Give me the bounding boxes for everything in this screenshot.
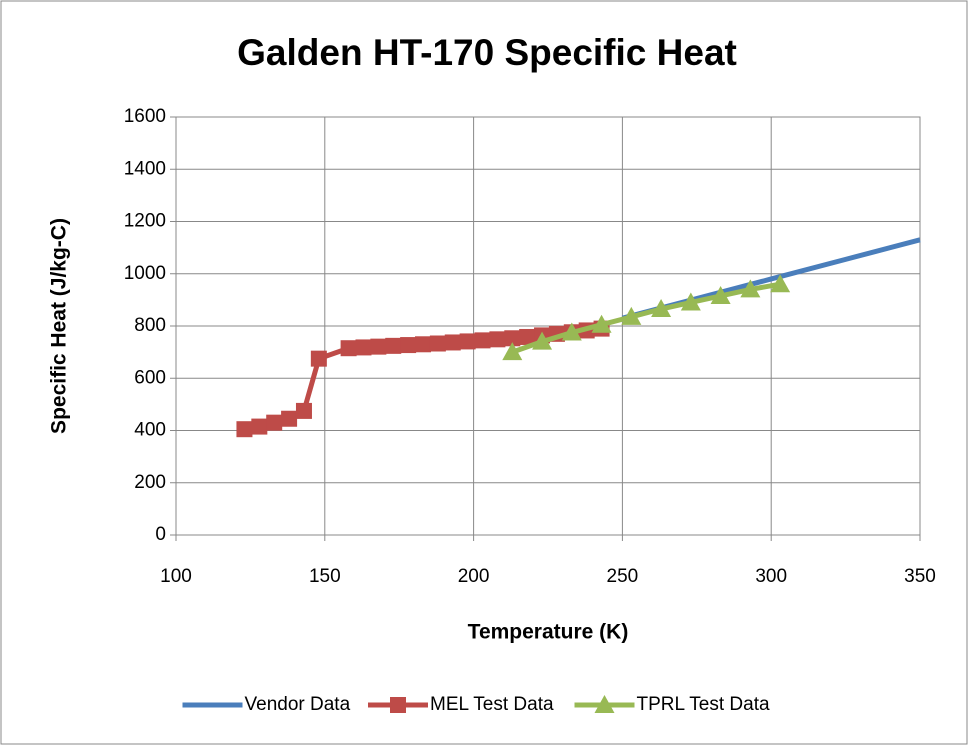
data-point	[651, 299, 672, 318]
data-point	[340, 340, 357, 357]
y-tick-label: 1400	[124, 158, 166, 179]
chart-title: Galden HT-170 Specific Heat	[237, 32, 737, 73]
data-point	[502, 342, 523, 361]
data-point	[489, 331, 506, 348]
legend-label: MEL Test Data	[430, 694, 554, 715]
data-point	[415, 336, 432, 353]
y-tick-label: 400	[134, 420, 166, 441]
data-point	[519, 328, 536, 345]
data-point	[710, 285, 731, 304]
y-tick-label: 200	[134, 472, 166, 493]
data-point	[591, 314, 612, 333]
legend-marker	[594, 695, 615, 713]
data-point	[532, 331, 553, 350]
data-point	[251, 418, 268, 435]
data-point	[310, 350, 327, 367]
x-tick-label: 150	[309, 566, 341, 587]
data-point	[459, 333, 476, 350]
y-tick-label: 800	[134, 315, 166, 336]
data-point	[561, 322, 582, 341]
y-tick-label: 1000	[124, 263, 166, 284]
data-point	[740, 279, 761, 298]
legend-marker	[390, 697, 406, 713]
data-point	[236, 421, 253, 438]
x-tick-label: 300	[755, 566, 787, 587]
x-tick-label: 200	[458, 566, 490, 587]
y-tick-label: 1600	[124, 106, 166, 127]
legend-label: Vendor Data	[245, 694, 351, 715]
y-tick-label: 0	[155, 524, 166, 545]
data-point	[504, 330, 521, 347]
data-point	[400, 337, 417, 354]
series-line	[511, 281, 781, 355]
data-point	[429, 335, 446, 352]
y-axis-title: Specific Heat (J/kg-C)	[48, 218, 71, 434]
data-point	[370, 338, 387, 355]
data-point	[295, 402, 312, 419]
x-tick-label: 350	[904, 566, 936, 587]
x-tick-label: 250	[607, 566, 639, 587]
y-tick-label: 600	[134, 367, 166, 388]
data-point	[621, 306, 642, 325]
y-tick-label: 1200	[124, 211, 166, 232]
data-point	[680, 292, 701, 311]
data-point	[474, 332, 491, 349]
data-point	[355, 339, 372, 356]
x-axis-title: Temperature (K)	[468, 621, 629, 644]
data-point	[281, 410, 298, 427]
data-point	[385, 337, 402, 354]
data-point	[266, 414, 283, 431]
plot-frame	[175, 116, 921, 536]
x-tick-label: 100	[160, 566, 192, 587]
data-point	[770, 274, 791, 293]
data-point	[444, 334, 461, 351]
legend-label: TPRL Test Data	[637, 694, 770, 715]
